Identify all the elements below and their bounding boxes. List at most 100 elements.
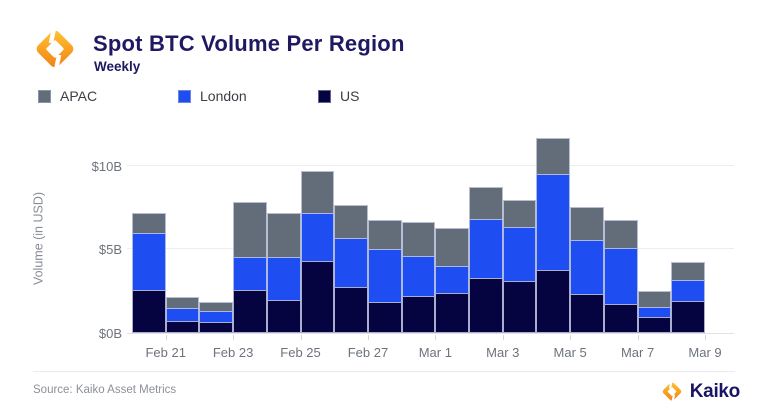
bar-segment-us <box>637 317 672 333</box>
bar-segment-apac <box>233 202 267 259</box>
x-axis: Feb 21 Feb 23 Feb 25 Feb 27 Mar 1 Mar 3 Mar 5 M… <box>132 334 722 364</box>
kaiko-logo-icon-small <box>661 380 683 403</box>
bar-segment-apac <box>334 205 368 239</box>
bar-segment-london <box>570 239 604 295</box>
bar-mar-4 <box>536 137 571 333</box>
x-axis-tick-label: Mar 7 <box>620 345 655 360</box>
bar-segment-london <box>603 247 638 305</box>
bar-mar-8 <box>671 262 705 333</box>
y-axis-tick-label: $10B <box>91 158 122 174</box>
kaiko-logo-icon <box>34 26 76 72</box>
bar-segment-apac <box>469 187 503 220</box>
bar-segment-us <box>401 296 436 333</box>
x-axis-tick <box>637 335 639 340</box>
bar-segment-apac <box>570 207 604 241</box>
y-axis-tick-label: $5B <box>98 242 122 258</box>
bar-segment-apac <box>536 137 571 176</box>
x-axis-tick <box>165 335 167 340</box>
x-axis-tick <box>502 335 504 340</box>
x-axis-tick <box>233 335 235 340</box>
x-axis-tick <box>570 335 572 340</box>
bar-segment-london <box>165 308 200 323</box>
bar-segment-london <box>671 279 705 303</box>
bar-segment-apac <box>401 222 436 258</box>
legend-label: APAC <box>60 88 98 104</box>
bar-feb-21 <box>165 296 200 333</box>
bar-segment-us <box>334 287 368 333</box>
bar-segment-us <box>469 277 503 333</box>
us-swatch-icon <box>318 89 331 103</box>
bar-segment-apac <box>132 212 166 234</box>
bar-mar-1 <box>435 228 470 333</box>
x-axis-tick-label: Mar 3 <box>486 345 520 360</box>
bar-segment-us <box>603 303 638 333</box>
y-axis-title: Volume (in USD) <box>31 191 46 286</box>
bar-segment-london <box>233 257 267 291</box>
footer-divider <box>33 371 735 372</box>
bar-segment-london <box>266 257 301 301</box>
x-axis-tick-label: Feb 25 <box>280 345 321 360</box>
bar-segment-us <box>502 281 537 333</box>
london-swatch-icon <box>178 89 191 103</box>
bar-segment-apac <box>671 262 705 281</box>
plot-area <box>127 130 734 334</box>
bar-segment-london <box>469 218 503 279</box>
brand-lockup: Kaiko <box>661 380 740 403</box>
bar-segment-us <box>435 292 470 333</box>
bar-segment-apac <box>637 290 672 309</box>
bar-segment-us <box>570 293 604 333</box>
bar-segment-us <box>367 302 402 333</box>
bar-segment-london <box>401 256 436 298</box>
brand-wordmark: Kaiko <box>689 380 741 402</box>
bar-feb-26 <box>334 205 368 333</box>
x-axis-tick-label: Feb 21 <box>145 345 186 360</box>
legend-item-us: US <box>318 88 359 104</box>
bar-segment-us <box>671 301 705 333</box>
bar-segment-us <box>165 321 200 333</box>
stacked-bar-chart: Volume (in USD) $0B $5B $10B Feb 21 Feb 23 F… <box>0 130 768 365</box>
legend-item-london: London <box>178 88 247 104</box>
bar-mar-7 <box>637 290 672 333</box>
x-axis-tick-label: Mar 9 <box>688 345 722 360</box>
bar-segment-london <box>367 248 402 304</box>
bar-segment-london <box>132 232 166 291</box>
gridline <box>127 164 734 166</box>
bar-segment-apac <box>300 171 335 214</box>
x-axis-tick <box>367 335 369 340</box>
bar-segment-us <box>233 289 267 333</box>
bar-feb-24 <box>266 212 301 333</box>
bar-feb-22 <box>199 301 234 333</box>
bar-segment-apac <box>367 219 402 250</box>
y-axis-tick-label: $0B <box>98 326 122 341</box>
bar-segment-us <box>132 289 166 333</box>
bar-segment-us <box>266 299 301 333</box>
bar-segment-us <box>300 261 335 333</box>
page-subtitle: Weekly <box>94 59 141 74</box>
x-axis-tick-label: Feb 27 <box>347 345 389 360</box>
x-axis-tick <box>705 335 706 340</box>
bar-segment-london <box>334 237 368 289</box>
legend-label: London <box>200 88 247 104</box>
x-axis-tick <box>300 335 302 340</box>
bar-feb-25 <box>300 171 335 333</box>
bar-feb-28 <box>401 222 436 333</box>
bar-segment-us <box>199 322 234 333</box>
bar-mar-5 <box>570 207 604 333</box>
bar-feb-23 <box>233 202 267 333</box>
apac-swatch-icon <box>38 89 51 103</box>
bar-mar-6 <box>603 219 638 333</box>
legend-label: US <box>340 88 360 104</box>
bar-segment-apac <box>502 199 537 228</box>
chart-legend: APAC London US <box>0 88 768 106</box>
x-axis-tick-label: Mar 1 <box>418 345 452 360</box>
bar-segment-london <box>435 266 470 294</box>
x-axis-tick-label: Mar 5 <box>553 345 587 360</box>
y-axis-tick-labels: $0B $5B $10B <box>60 130 122 341</box>
bar-segment-apac <box>435 228 470 268</box>
bar-mar-2 <box>469 187 503 333</box>
legend-item-apac: APAC <box>38 88 97 104</box>
x-axis-tick <box>435 335 437 340</box>
bar-segment-london <box>300 212 335 263</box>
bar-segment-london <box>536 174 571 272</box>
source-attribution: Source: Kaiko Asset Metrics <box>33 384 177 396</box>
